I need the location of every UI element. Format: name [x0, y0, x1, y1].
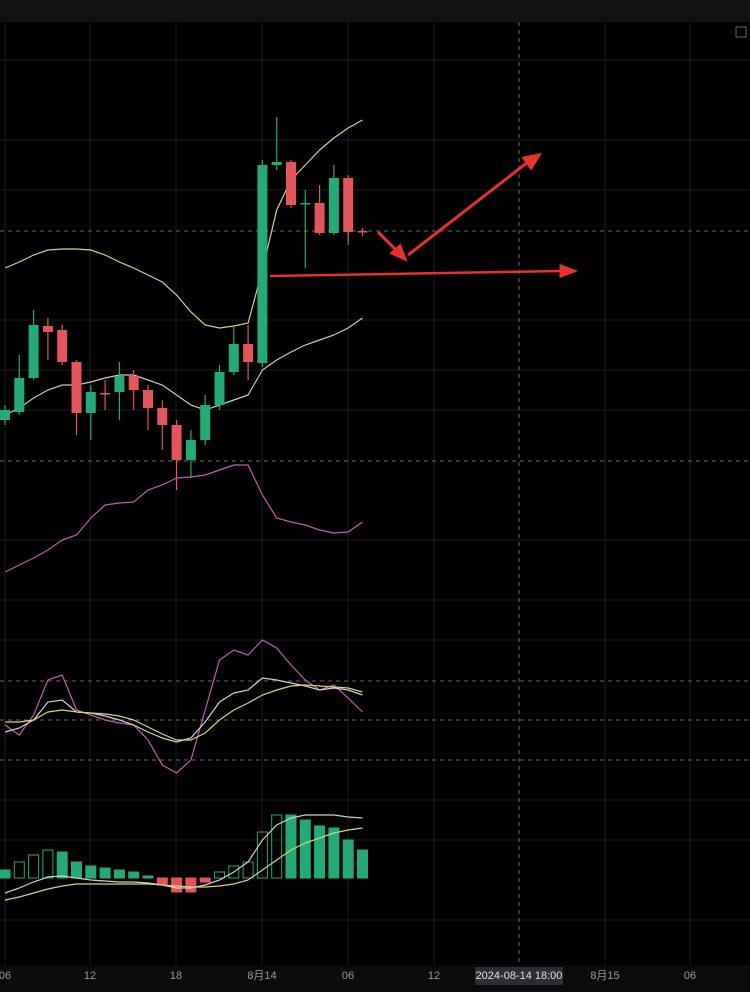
histogram-bar [85, 865, 97, 879]
arrow-head [389, 243, 408, 262]
crosshair-label: 2024-08-14 18:00 [476, 970, 563, 982]
top-bar [0, 0, 750, 22]
histogram-bar [214, 871, 225, 879]
candle-body [286, 162, 296, 205]
x-tick-label: 12 [428, 970, 440, 982]
marks [0, 117, 368, 901]
crosshair-box [475, 967, 563, 985]
x-tick-label: 06 [342, 970, 354, 982]
arrow-head [559, 263, 579, 279]
histogram-bar [0, 869, 11, 879]
indicator-line [4, 827, 363, 901]
corner-icon [735, 26, 747, 38]
histogram-bar [13, 861, 25, 879]
candle-body [71, 362, 82, 413]
candle-body [257, 165, 268, 363]
histogram-bar [314, 825, 326, 879]
candle-body [271, 162, 282, 165]
candle-body [143, 390, 153, 408]
histogram-bar [285, 814, 297, 879]
candle-body [314, 203, 325, 233]
indicator-line [4, 119, 363, 329]
histogram-bar [299, 819, 311, 879]
histogram-bar [171, 877, 183, 893]
candle-body [300, 203, 311, 205]
candle-body [100, 393, 111, 395]
histogram-bar [142, 875, 154, 879]
candle-body [128, 376, 139, 390]
histogram-bar [256, 831, 268, 879]
histogram-bar [71, 861, 82, 879]
candle-body [243, 344, 254, 362]
histogram-bar [342, 839, 354, 879]
x-tick-label: 06 [684, 970, 696, 982]
candle-body [42, 326, 53, 332]
x-tick-label: 06 [0, 970, 11, 982]
histogram-bar [357, 849, 368, 879]
histogram-bar [42, 849, 54, 879]
x-axis: 2024-08-14 18:00 06 12 18 8月14 06 12 8月15 06 [0, 965, 750, 992]
indicator-line [4, 814, 363, 894]
grid [0, 22, 750, 965]
arrow [269, 269, 563, 278]
candle-body [114, 376, 125, 392]
candle-body [328, 178, 339, 233]
histogram-bar [228, 865, 240, 879]
x-tick-label: 8月15 [590, 970, 619, 982]
indicator-line [4, 464, 363, 573]
histogram-bar [99, 867, 111, 879]
indicator-line [4, 317, 363, 416]
histogram-bar [199, 877, 211, 883]
candle-body [171, 425, 182, 460]
candle-body [57, 330, 68, 362]
histogram-bar [328, 827, 340, 879]
candle-body [200, 405, 211, 440]
histogram-bar [271, 814, 283, 879]
arrow [407, 160, 529, 257]
histogram-bar [185, 877, 197, 893]
histogram-bar [56, 851, 68, 879]
candle-body [28, 325, 39, 378]
candle-body [0, 410, 10, 420]
histogram-bar [28, 854, 40, 879]
candle-body [85, 392, 96, 413]
candle-body [185, 440, 196, 460]
indicator-line [4, 639, 363, 774]
candle-body [357, 231, 368, 233]
axis-bar [0, 965, 750, 992]
candle-body [14, 378, 25, 412]
x-tick-label: 12 [84, 970, 96, 982]
histogram-bar [156, 877, 168, 885]
histogram-bar [128, 871, 140, 879]
candle-body [214, 372, 225, 405]
x-tick-label: 18 [170, 970, 182, 982]
histogram-bar [113, 869, 125, 879]
arrow [376, 230, 400, 254]
annotations [269, 152, 579, 279]
arrow-head [521, 152, 543, 171]
candle-body [157, 408, 168, 425]
candle-body [228, 344, 239, 372]
x-tick-label: 8月14 [247, 970, 276, 982]
indicator-line [5, 684, 363, 741]
candle-body [343, 178, 354, 232]
